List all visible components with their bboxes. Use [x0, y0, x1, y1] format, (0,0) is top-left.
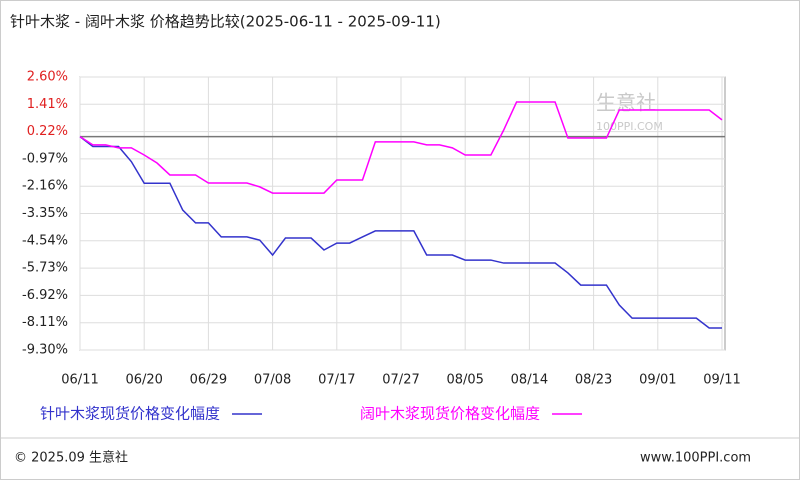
x-tick-label: 08/05: [446, 373, 483, 388]
y-tick-label: -6.92%: [22, 288, 68, 303]
footer-left: © 2025.09 生意社: [14, 450, 128, 466]
watermark-text: 生意社: [596, 91, 656, 115]
x-tick-label: 07/27: [382, 373, 419, 388]
x-tick-label: 07/17: [318, 373, 355, 388]
x-tick-label: 06/29: [190, 373, 227, 388]
chart-title: 针叶木浆 - 阔叶木浆 价格趋势比较(2025-06-11 - 2025-09-…: [10, 13, 441, 31]
data-line: [79, 136, 722, 329]
x-tick-label: 06/11: [61, 373, 98, 388]
y-tick-label: 0.22%: [27, 124, 68, 139]
x-tick-label: 08/23: [575, 373, 612, 388]
data-line: [79, 101, 723, 194]
y-tick-label: 1.41%: [27, 97, 68, 112]
footer-right: www.100PPI.com: [640, 451, 751, 466]
watermark: 生意社 100PPI.COM: [596, 91, 663, 134]
y-tick-label: -4.54%: [22, 233, 68, 248]
legend-label: 针叶木浆现货价格变化幅度: [40, 405, 220, 423]
y-tick-label: -2.16%: [22, 179, 68, 194]
y-tick-label: 2.60%: [27, 70, 68, 85]
y-tick-label: -3.35%: [22, 206, 68, 221]
x-tick-label: 07/08: [254, 373, 291, 388]
x-tick-label: 06/20: [125, 373, 162, 388]
x-tick-label: 09/01: [639, 373, 676, 388]
y-tick-label: -0.97%: [22, 151, 68, 166]
y-tick-label: -8.11%: [22, 315, 68, 330]
x-tick-label: 08/14: [511, 373, 548, 388]
legend-label: 阔叶木浆现货价格变化幅度: [360, 405, 540, 423]
watermark-text: 100PPI.COM: [596, 120, 663, 133]
y-tick-label: -5.73%: [22, 261, 68, 276]
x-tick-label: 09/11: [703, 373, 740, 388]
y-tick-label: -9.30%: [22, 343, 68, 358]
